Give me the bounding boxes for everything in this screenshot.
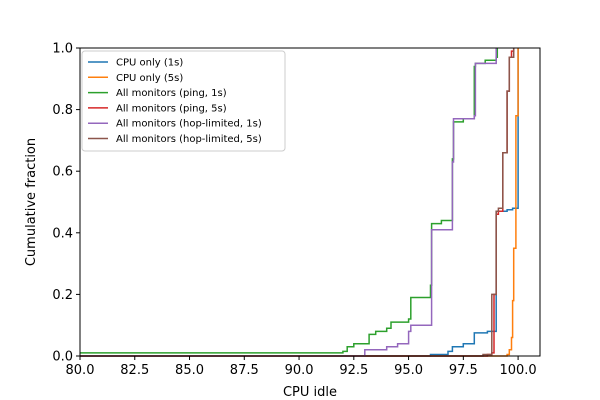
legend-box — [81, 50, 286, 152]
series-line-6 — [80, 48, 515, 357]
y-tick-label: 0.6 — [52, 165, 73, 180]
legend-label-4: All monitors (ping, 5s) — [116, 103, 227, 114]
x-tick-label: 80.0 — [66, 363, 95, 378]
y-tick-label: 0.4 — [52, 226, 73, 241]
legend-label-2: CPU only (5s) — [116, 73, 183, 84]
x-tick-label: 90.0 — [285, 363, 314, 378]
series-line-1 — [80, 48, 519, 357]
x-tick-label: 82.5 — [120, 363, 149, 378]
legend-label-1: CPU only (1s) — [116, 58, 183, 69]
series-line-5 — [80, 48, 497, 357]
x-tick-label: 85.0 — [175, 363, 204, 378]
legend-label-3: All monitors (ping, 1s) — [116, 88, 227, 99]
y-tick-label: 1.0 — [52, 42, 73, 57]
x-tick-label: 87.5 — [230, 363, 259, 378]
x-tick-label: 100.0 — [499, 363, 536, 378]
x-tick-label: 92.5 — [339, 363, 368, 378]
series-line-2 — [80, 48, 519, 357]
x-axis-ticks: 80.0 82.5 85.0 87.5 90.0 92.5 95.0 97.5 100.0 — [66, 356, 537, 378]
y-axis-ticks: 0.0 0.2 0.4 0.6 0.8 1.0 — [52, 42, 80, 365]
legend-label-5: All monitors (hop-limited, 1s) — [116, 119, 262, 130]
y-tick-label: 0.2 — [52, 288, 73, 303]
x-tick-label: 97.5 — [449, 363, 478, 378]
x-tick-label: 95.0 — [394, 363, 423, 378]
y-tick-label: 0.0 — [52, 350, 73, 365]
series-layer — [80, 48, 519, 357]
legend-label-6: All monitors (hop-limited, 5s) — [116, 134, 262, 145]
x-axis-label: CPU idle — [283, 385, 337, 400]
legend: CPU only (1s) CPU only (5s) All monitors (… — [81, 50, 286, 152]
y-axis-label: Cumulative fraction — [24, 138, 39, 266]
y-tick-label: 0.8 — [52, 103, 73, 118]
plot-frame — [79, 47, 541, 357]
